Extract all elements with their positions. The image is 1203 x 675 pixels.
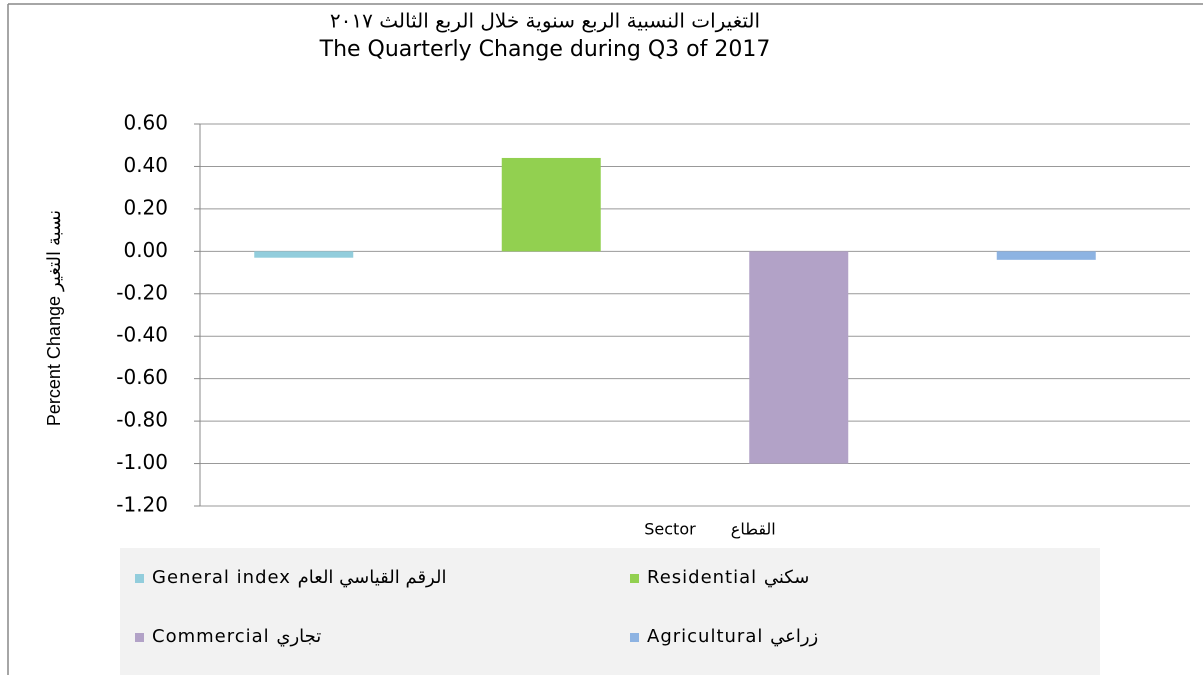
y-tick-label: -0.20 (116, 280, 168, 304)
y-tick-label: -0.40 (116, 323, 168, 347)
y-tick-label: 0.40 (123, 153, 168, 177)
legend-label: Agricultural زراعي (647, 626, 818, 647)
bar (749, 251, 849, 464)
chart-subtitle: The Quarterly Change during Q3 of 2017 (319, 37, 771, 62)
y-tick-label: -0.80 (116, 408, 168, 432)
bar (501, 157, 601, 252)
chart-title: التغيرات النسبية الربع سنوية خلال الربع … (330, 9, 760, 33)
x-axis-label: Sector القطاع (644, 520, 776, 540)
legend-label: General index الرقم القياسي العام (152, 567, 446, 588)
y-tick-label: -0.60 (116, 365, 168, 389)
y-tick-label: 0.00 (123, 238, 168, 262)
bar (996, 251, 1096, 260)
legend-label: Residential سكني (647, 567, 809, 588)
y-tick-label: -1.20 (116, 493, 168, 517)
legend-label: Commercial تجاري (152, 626, 321, 647)
legend-box (120, 548, 1100, 675)
y-tick-label: -1.00 (116, 450, 168, 474)
bar (254, 251, 354, 258)
legend-swatch (630, 574, 639, 583)
legend-swatch (630, 633, 639, 642)
legend-swatch (135, 633, 144, 642)
y-tick-label: 0.60 (123, 111, 168, 135)
y-tick-label: 0.20 (123, 195, 168, 219)
y-axis-label: Percent Change نسبة التغير (44, 210, 65, 426)
legend-swatch (135, 574, 144, 583)
